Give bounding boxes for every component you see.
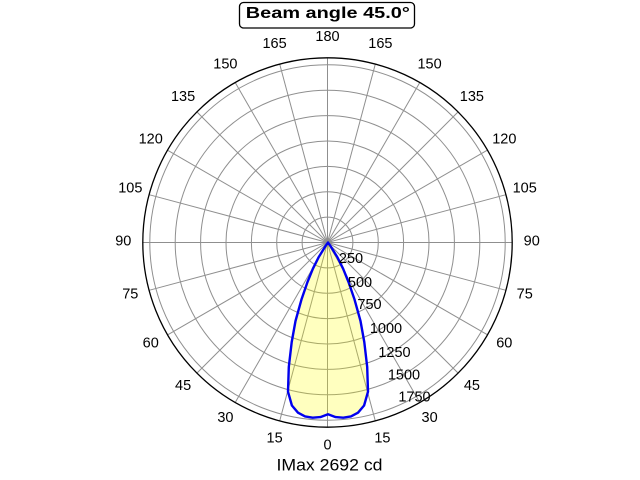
svg-text:60: 60 xyxy=(143,336,159,352)
svg-text:90: 90 xyxy=(115,233,131,249)
svg-text:IMax 2692 cd: IMax 2692 cd xyxy=(277,456,383,474)
svg-text:0: 0 xyxy=(323,438,331,454)
svg-text:30: 30 xyxy=(217,410,233,426)
svg-text:1750: 1750 xyxy=(398,390,430,406)
svg-text:60: 60 xyxy=(496,336,512,352)
svg-text:15: 15 xyxy=(374,431,390,447)
svg-text:120: 120 xyxy=(139,131,163,147)
svg-text:150: 150 xyxy=(213,57,237,73)
svg-text:165: 165 xyxy=(368,36,392,52)
svg-text:45: 45 xyxy=(464,378,480,394)
svg-text:1000: 1000 xyxy=(370,321,402,337)
svg-text:75: 75 xyxy=(517,286,533,302)
svg-text:135: 135 xyxy=(460,89,484,105)
svg-text:135: 135 xyxy=(171,89,195,105)
svg-text:250: 250 xyxy=(339,251,363,267)
svg-text:150: 150 xyxy=(417,57,441,73)
svg-text:105: 105 xyxy=(513,181,537,197)
svg-text:45: 45 xyxy=(175,378,191,394)
svg-text:75: 75 xyxy=(122,286,138,302)
svg-text:30: 30 xyxy=(422,410,438,426)
svg-text:165: 165 xyxy=(262,36,286,52)
svg-text:Beam angle 45.0°: Beam angle 45.0° xyxy=(246,5,410,22)
svg-text:1250: 1250 xyxy=(378,345,410,361)
svg-text:180: 180 xyxy=(315,29,339,45)
svg-text:90: 90 xyxy=(524,233,540,249)
svg-text:105: 105 xyxy=(118,181,142,197)
svg-text:15: 15 xyxy=(267,431,283,447)
svg-text:1500: 1500 xyxy=(388,368,420,384)
svg-text:500: 500 xyxy=(348,275,372,291)
svg-text:750: 750 xyxy=(357,297,381,313)
svg-text:120: 120 xyxy=(492,131,516,147)
